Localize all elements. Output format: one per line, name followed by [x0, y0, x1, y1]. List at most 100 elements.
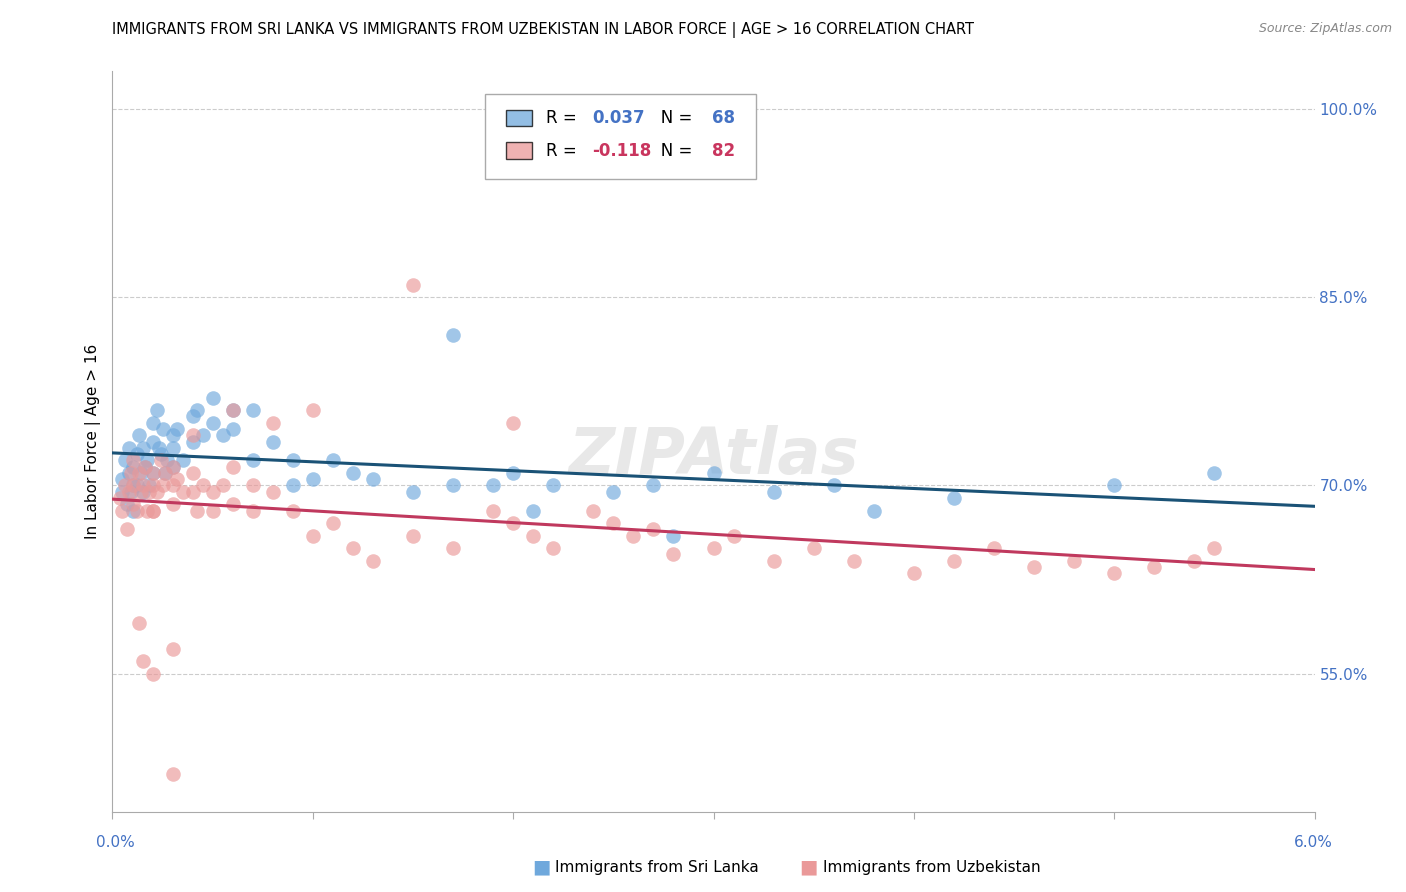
- Point: [120, 466, 142, 480]
- Point: [181, 484, 204, 499]
- Point: [128, 616, 150, 631]
- Point: [162, 459, 184, 474]
- Point: [121, 497, 143, 511]
- Point: [222, 422, 245, 436]
- Text: 68: 68: [713, 109, 735, 127]
- Point: [242, 478, 264, 492]
- Point: [643, 522, 665, 536]
- Point: [131, 654, 153, 668]
- Point: [502, 466, 524, 480]
- Point: [141, 666, 163, 681]
- Point: [129, 484, 152, 499]
- Text: ■: ■: [531, 857, 551, 877]
- Point: [153, 466, 176, 480]
- Point: [138, 478, 160, 492]
- Point: [131, 441, 153, 455]
- Point: [125, 503, 148, 517]
- Point: [111, 503, 134, 517]
- Point: [115, 522, 138, 536]
- Point: [141, 503, 163, 517]
- Point: [186, 403, 208, 417]
- Text: ■: ■: [799, 857, 818, 877]
- Point: [141, 466, 163, 480]
- Point: [602, 484, 624, 499]
- Text: 6.0%: 6.0%: [1294, 836, 1333, 850]
- Point: [117, 484, 139, 499]
- Point: [322, 516, 344, 530]
- Point: [181, 434, 204, 449]
- Point: [162, 767, 184, 781]
- Point: [141, 478, 163, 492]
- Point: [441, 541, 464, 556]
- Point: [262, 434, 284, 449]
- Point: [482, 503, 505, 517]
- FancyBboxPatch shape: [506, 110, 531, 126]
- Point: [145, 484, 167, 499]
- Point: [141, 503, 163, 517]
- Point: [211, 478, 233, 492]
- Point: [441, 478, 464, 492]
- Point: [121, 453, 143, 467]
- FancyBboxPatch shape: [506, 143, 531, 159]
- Point: [903, 566, 925, 581]
- Point: [803, 541, 825, 556]
- Point: [128, 428, 150, 442]
- Point: [201, 416, 224, 430]
- Point: [125, 447, 148, 461]
- Point: [302, 472, 325, 486]
- Point: [342, 466, 364, 480]
- Point: [121, 503, 143, 517]
- Point: [502, 516, 524, 530]
- Point: [262, 484, 284, 499]
- Point: [114, 478, 136, 492]
- Text: -0.118: -0.118: [592, 142, 651, 160]
- Point: [201, 503, 224, 517]
- Point: [149, 453, 172, 467]
- Point: [222, 459, 245, 474]
- Point: [1024, 560, 1046, 574]
- Point: [152, 478, 174, 492]
- Point: [1104, 478, 1126, 492]
- Y-axis label: In Labor Force | Age > 16: In Labor Force | Age > 16: [86, 344, 101, 539]
- FancyBboxPatch shape: [485, 94, 755, 178]
- Point: [134, 459, 156, 474]
- Point: [162, 459, 184, 474]
- Point: [117, 441, 139, 455]
- Point: [162, 478, 184, 492]
- Point: [702, 466, 725, 480]
- Point: [402, 529, 425, 543]
- Text: IMMIGRANTS FROM SRI LANKA VS IMMIGRANTS FROM UZBEKISTAN IN LABOR FORCE | AGE > 1: IMMIGRANTS FROM SRI LANKA VS IMMIGRANTS …: [112, 22, 974, 38]
- Point: [361, 554, 384, 568]
- Point: [402, 484, 425, 499]
- Point: [111, 484, 134, 499]
- Point: [121, 459, 143, 474]
- Point: [149, 447, 172, 461]
- Point: [281, 478, 304, 492]
- Point: [543, 541, 565, 556]
- Point: [1204, 466, 1226, 480]
- Point: [166, 422, 188, 436]
- Point: [141, 434, 163, 449]
- Point: [191, 428, 214, 442]
- Point: [522, 529, 544, 543]
- Text: R =: R =: [547, 109, 582, 127]
- Point: [117, 466, 139, 480]
- Point: [543, 478, 565, 492]
- Point: [121, 478, 143, 492]
- Point: [983, 541, 1005, 556]
- Point: [643, 478, 665, 492]
- Point: [242, 453, 264, 467]
- Text: Immigrants from Uzbekistan: Immigrants from Uzbekistan: [823, 860, 1040, 874]
- Point: [602, 516, 624, 530]
- Point: [322, 453, 344, 467]
- Point: [166, 472, 188, 486]
- Point: [242, 503, 264, 517]
- Point: [162, 428, 184, 442]
- Point: [114, 453, 136, 467]
- Point: [121, 478, 143, 492]
- Point: [621, 529, 644, 543]
- Point: [1204, 541, 1226, 556]
- Point: [110, 491, 132, 505]
- Point: [155, 453, 177, 467]
- Text: Source: ZipAtlas.com: Source: ZipAtlas.com: [1258, 22, 1392, 36]
